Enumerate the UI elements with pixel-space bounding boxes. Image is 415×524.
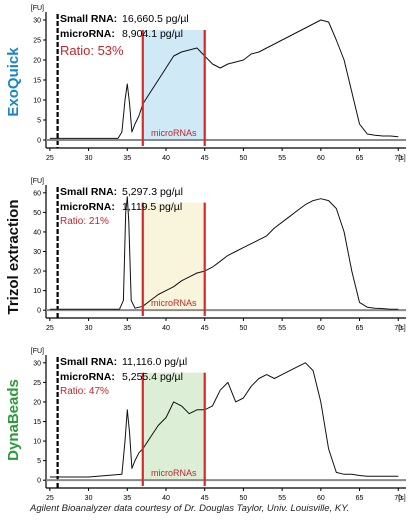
- y-tick-label: 10: [33, 98, 41, 105]
- microrna-label: microRNA:: [60, 28, 115, 40]
- ratio-label: Ratio: 47%: [60, 386, 109, 397]
- x-tick-label: 55: [278, 495, 286, 502]
- small-rna-label: Small RNA:: [60, 356, 117, 368]
- method-title: DynaBeads: [5, 379, 22, 461]
- ratio-label: Ratio: 21%: [60, 216, 109, 227]
- x-tick-label: 55: [278, 155, 286, 162]
- x-tick-label: 40: [162, 155, 170, 162]
- y-tick-label: 30: [33, 18, 41, 25]
- method-title: Trizol extraction: [5, 199, 22, 314]
- y-tick-label: 30: [33, 249, 41, 256]
- x-unit-label: [s]: [398, 325, 405, 332]
- chart-panel-1: ExoQuick 0 5 10 15 20 25 30 [FU] 25 30 35 40 45 50 55 60…: [5, 5, 406, 162]
- y-tick-label: 20: [33, 269, 41, 276]
- y-tick-label: 25: [33, 380, 41, 387]
- region-label: microRNAs: [151, 468, 197, 478]
- trace-line: [49, 19, 399, 139]
- x-tick-label: 30: [85, 155, 93, 162]
- microrna-value: 5,255.4 pg/µl: [122, 371, 183, 383]
- y-tick-label: 0: [37, 308, 41, 315]
- x-tick-label: 70: [394, 155, 402, 162]
- y-tick-label: 15: [33, 78, 41, 85]
- x-tick-label: 30: [85, 495, 93, 502]
- y-tick-label: 5: [37, 118, 41, 125]
- x-tick-label: 50: [240, 495, 248, 502]
- x-tick-label: 35: [123, 325, 131, 332]
- x-tick-label: 65: [356, 325, 364, 332]
- x-tick-label: 55: [278, 325, 286, 332]
- x-tick-label: 25: [46, 495, 54, 502]
- chart-panel-3: DynaBeads 0 5 10 15 20 25 30 [FU] 25 30 35 40 45 50 55 6…: [5, 348, 406, 502]
- microrna-label: microRNA:: [60, 201, 115, 213]
- microrna-value: 8,904.1 pg/µl: [122, 28, 183, 40]
- y-tick-label: 20: [33, 399, 41, 406]
- y-tick-label: 60: [33, 190, 41, 197]
- x-unit-label: [s]: [398, 155, 405, 162]
- x-tick-label: 40: [162, 325, 170, 332]
- ratio-label: Ratio: 53%: [60, 43, 124, 58]
- y-tick-label: 5: [37, 458, 41, 465]
- small-rna-label: Small RNA:: [60, 186, 117, 198]
- y-tick-label: 20: [33, 58, 41, 65]
- y-tick-label: 40: [33, 229, 41, 236]
- region-label: microRNAs: [151, 128, 197, 138]
- microrna-value: 1,119.5 pg/µl: [122, 201, 182, 213]
- y-tick-label: 0: [37, 138, 41, 145]
- microrna-label: microRNA:: [60, 371, 115, 383]
- microrna-region: [142, 202, 205, 311]
- x-tick-label: 60: [317, 155, 325, 162]
- region-label: microRNAs: [151, 298, 197, 308]
- x-tick-label: 70: [394, 495, 402, 502]
- microrna-region: [142, 30, 205, 140]
- x-tick-label: 50: [240, 155, 248, 162]
- y-unit-label: [FU]: [31, 348, 44, 355]
- x-tick-label: 40: [162, 495, 170, 502]
- x-tick-label: 60: [317, 325, 325, 332]
- y-tick-label: 30: [33, 360, 41, 367]
- y-tick-label: 10: [33, 439, 41, 446]
- chart-panel-2: Trizol extraction 0 10 20 30 40 50 60 [FU] 25 30 35…: [5, 178, 406, 332]
- y-unit-label: [FU]: [31, 178, 44, 185]
- trace-line: [49, 362, 399, 478]
- x-tick-label: 25: [46, 325, 54, 332]
- x-unit-label: [s]: [398, 495, 405, 502]
- y-tick-label: 50: [33, 210, 41, 217]
- small-rna-value: 16,660.5 pg/µl: [122, 13, 189, 25]
- x-tick-label: 35: [123, 155, 131, 162]
- y-tick-label: 10: [33, 288, 41, 295]
- small-rna-label: Small RNA:: [60, 13, 117, 25]
- x-tick-label: 25: [46, 155, 54, 162]
- method-title: ExoQuick: [5, 47, 22, 117]
- figure-credit: Agilent Bioanalyzer data courtesy of Dr.…: [30, 503, 350, 514]
- y-unit-label: [FU]: [31, 5, 44, 12]
- x-tick-label: 30: [85, 325, 93, 332]
- x-tick-label: 45: [201, 155, 209, 162]
- x-tick-label: 70: [394, 325, 402, 332]
- x-tick-label: 65: [356, 155, 364, 162]
- y-tick-label: 0: [37, 478, 41, 485]
- y-tick-label: 15: [33, 419, 41, 426]
- small-rna-value: 5,297.3 pg/µl: [122, 186, 183, 198]
- x-tick-label: 60: [317, 495, 325, 502]
- small-rna-value: 11,116.0 pg/µl: [122, 356, 187, 368]
- trace-line: [49, 196, 399, 310]
- x-tick-label: 35: [123, 495, 131, 502]
- x-tick-label: 45: [201, 495, 209, 502]
- x-tick-label: 65: [356, 495, 364, 502]
- microrna-region: [142, 372, 205, 481]
- x-tick-label: 45: [201, 325, 209, 332]
- x-tick-label: 50: [240, 325, 248, 332]
- y-tick-label: 25: [33, 38, 41, 45]
